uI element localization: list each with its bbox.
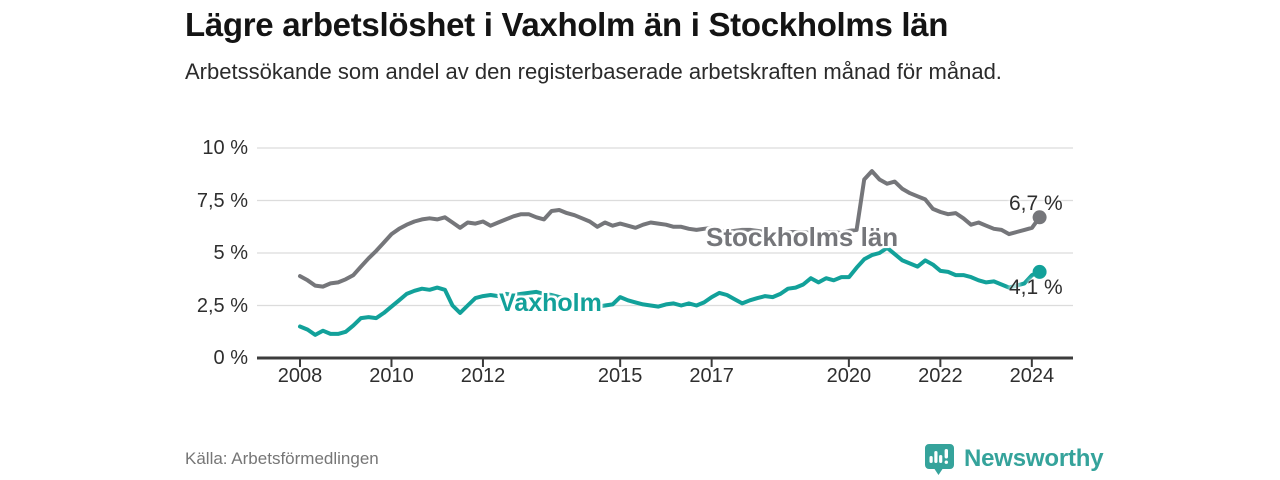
series-label-stockholms-lan: Stockholms län bbox=[706, 222, 899, 252]
x-tick-label: 2024 bbox=[1009, 365, 1055, 387]
x-tick-label: 2010 bbox=[369, 365, 414, 387]
y-tick-label: 5 % bbox=[213, 242, 248, 264]
y-tick-label: 7,5 % bbox=[196, 189, 248, 212]
x-tick-label: 2012 bbox=[460, 365, 506, 387]
x-tick-label: 2017 bbox=[689, 365, 734, 387]
series-label-vaxholm: Vaxholm bbox=[499, 289, 602, 317]
x-tick-label: 2020 bbox=[826, 365, 872, 387]
end-value-stockholms-lan: 6,7 % bbox=[1009, 192, 1063, 215]
series-line-vaxholm bbox=[298, 245, 1042, 337]
series-end-dot-vaxholm bbox=[1032, 264, 1047, 279]
end-value-vaxholm: 4,1 % bbox=[1009, 276, 1063, 299]
series-line-stockholms-lan bbox=[298, 169, 1042, 289]
y-tick-label: 0 % bbox=[213, 347, 248, 369]
y-tick-label: 10 % bbox=[202, 137, 248, 159]
chart-title: Lägre arbetslöshet i Vaxholm än i Stockh… bbox=[185, 6, 949, 43]
chart-subtitle: Arbetssökande som andel av den registerb… bbox=[185, 59, 1002, 84]
brand-name: Newsworthy bbox=[964, 445, 1104, 472]
x-tick-label: 2015 bbox=[597, 365, 643, 387]
source-note: Källa: Arbetsförmedlingen bbox=[185, 449, 379, 468]
x-tick-label: 2022 bbox=[918, 365, 963, 387]
x-tick-label: 2008 bbox=[277, 365, 323, 387]
series-end-dot-stockholms-lan bbox=[1032, 210, 1047, 225]
bar-chart-pin-icon bbox=[925, 443, 954, 475]
y-tick-label: 2,5 % bbox=[196, 294, 248, 317]
newsworthy-logo[interactable]: Newsworthy bbox=[924, 442, 1104, 476]
